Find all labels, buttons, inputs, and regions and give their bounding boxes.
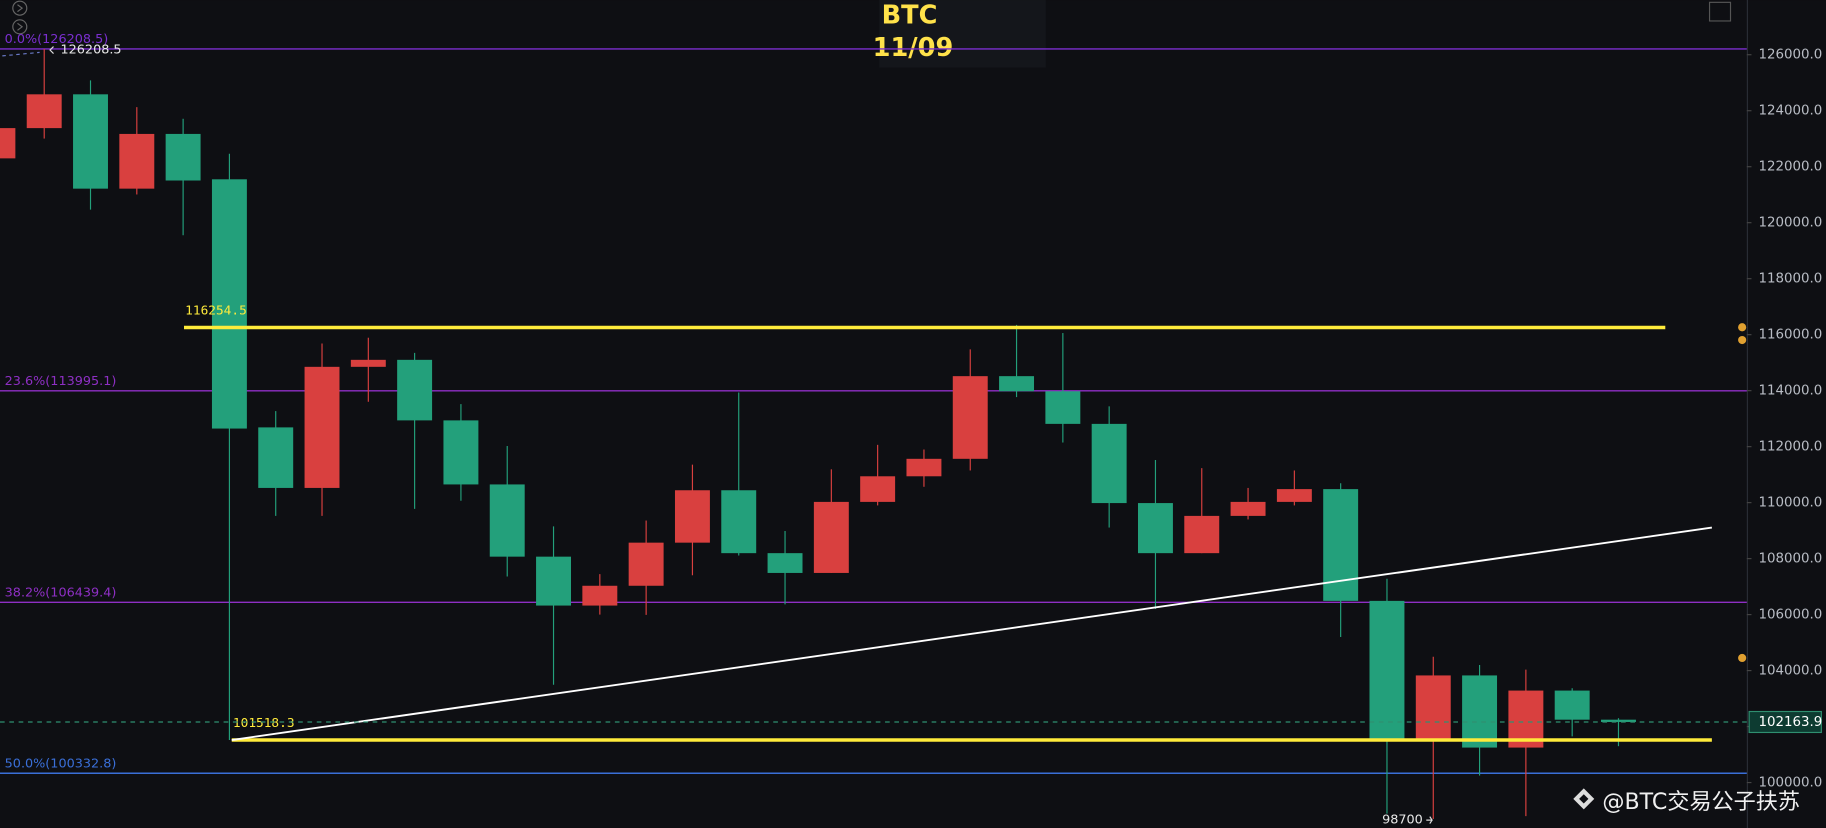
candle-body	[165, 133, 201, 181]
candle-body	[536, 556, 571, 606]
candle-body	[582, 585, 618, 606]
candle-body	[397, 359, 433, 421]
last-price-box	[1748, 710, 1822, 734]
candle-body	[443, 420, 479, 485]
candle-body	[1462, 675, 1498, 748]
candle-body	[1184, 515, 1220, 554]
level-label: 116254.5	[185, 304, 247, 319]
y-tick-label: 112000.0	[1758, 440, 1822, 455]
y-tick-label: 126000.0	[1758, 48, 1822, 63]
candle-body	[1137, 503, 1173, 554]
high-marker-label: 126208.5	[61, 43, 122, 58]
y-tick-label: 110000.0	[1758, 496, 1822, 511]
candle-body	[1091, 423, 1127, 504]
y-tick-label: 124000.0	[1758, 104, 1822, 119]
y-tick-label: 116000.0	[1758, 328, 1822, 343]
candle-body	[674, 490, 710, 543]
candle-body	[0, 128, 16, 159]
candle-body	[1323, 489, 1359, 601]
toolbar-icon-glyph	[17, 22, 24, 31]
fib-label: 38.2%(106439.4)	[5, 585, 117, 600]
candle-body	[1276, 489, 1312, 502]
fib-label: 50.0%(100332.8)	[5, 756, 117, 771]
candle-body	[304, 366, 340, 488]
candle-body	[813, 501, 849, 573]
fib-label: 0.0%(126208.5)	[5, 32, 109, 47]
candle-body	[350, 359, 386, 367]
title-box	[879, 0, 1046, 68]
candle-body	[1369, 600, 1405, 741]
y-tick-label: 106000.0	[1758, 608, 1822, 623]
plot: 100000.0102000.0104000.0106000.0108000.0…	[0, 32, 1822, 828]
high-marker-arrow	[49, 46, 54, 54]
fib-label: 23.6%(113995.1)	[5, 374, 117, 389]
toolbar-icon-glyph	[17, 4, 24, 13]
candle-body	[860, 476, 896, 502]
chart-title: BTC	[882, 0, 938, 30]
toolbar-icon[interactable]	[12, 0, 28, 16]
toolbar-icon[interactable]	[12, 19, 28, 35]
candle-body	[952, 376, 988, 459]
y-tick-label: 100000.0	[1758, 776, 1822, 791]
candle-body	[999, 376, 1035, 392]
candle-body	[1045, 391, 1081, 424]
alert-marker	[1738, 323, 1747, 332]
high-marker-line	[2, 51, 40, 57]
chart-subtitle: 11/09	[873, 33, 954, 63]
y-tick-label: 118000.0	[1758, 272, 1822, 287]
candle-body	[1415, 675, 1451, 741]
low-marker-label: 98700	[1382, 813, 1423, 828]
fullscreen-icon[interactable]	[1708, 1, 1732, 22]
candle-body	[1230, 501, 1266, 516]
low-marker-arrow	[1426, 816, 1433, 824]
y-tick-label: 122000.0	[1758, 160, 1822, 175]
watermark-logo	[1573, 788, 1595, 810]
y-tick-label: 104000.0	[1758, 664, 1822, 679]
watermark: @BTC交易公子扶苏	[1602, 789, 1800, 815]
alert-marker	[1738, 335, 1747, 345]
alert-marker	[1738, 653, 1747, 663]
candle-body	[1601, 719, 1636, 722]
candle-body	[258, 427, 294, 488]
last-price-label: 102163.9	[1758, 715, 1822, 730]
candle-body	[1554, 690, 1590, 720]
candle-body	[211, 179, 247, 429]
candle-body	[1508, 690, 1544, 748]
candle-body	[489, 484, 525, 557]
candle-body	[721, 490, 757, 554]
candle-body	[906, 458, 942, 477]
candle-body	[73, 94, 108, 189]
y-tick-label: 108000.0	[1758, 552, 1822, 567]
candle-body	[628, 542, 664, 586]
candle-body	[119, 133, 155, 189]
y-tick-label: 114000.0	[1758, 384, 1822, 399]
candle-body	[26, 94, 62, 129]
candle-body	[767, 553, 803, 573]
y-tick-label: 120000.0	[1758, 216, 1822, 231]
level-label: 101518.3	[233, 716, 295, 731]
trend-line	[231, 526, 1713, 741]
